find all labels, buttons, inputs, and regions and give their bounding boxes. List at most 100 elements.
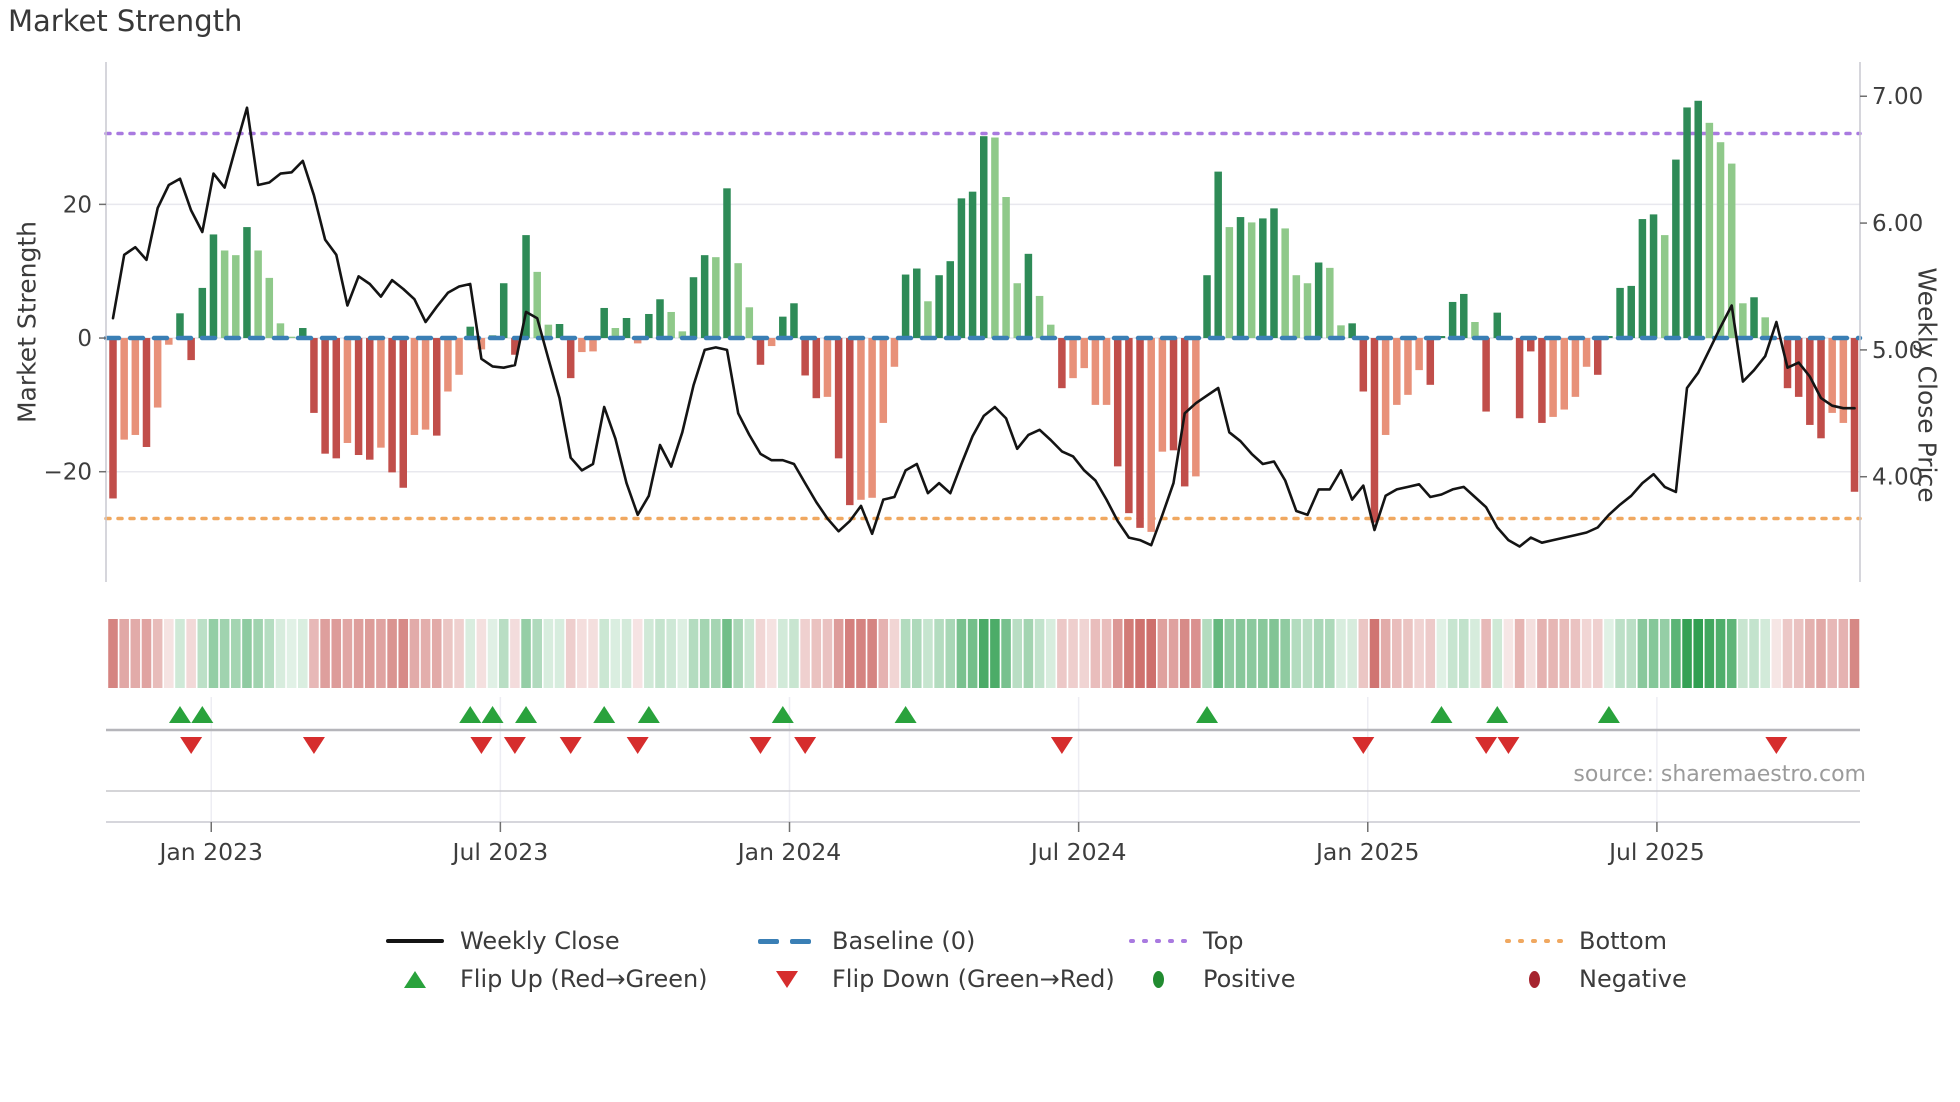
heatmap-cell <box>152 619 163 688</box>
heatmap-cell <box>588 619 598 688</box>
heatmap-cell <box>1313 619 1324 688</box>
strength-bar <box>1393 338 1401 405</box>
strength-bar <box>790 303 798 339</box>
strength-bar <box>1292 275 1301 339</box>
strength-bar <box>823 338 832 397</box>
strength-bar <box>935 275 943 339</box>
strength-bar <box>1716 142 1725 339</box>
heatmap-cell <box>699 619 710 688</box>
flip-up-marker <box>1196 706 1219 723</box>
left-tick-label: −20 <box>43 460 92 486</box>
legend-label: Weekly Close <box>460 927 620 955</box>
strength-bar <box>589 338 597 352</box>
flip-down-marker <box>749 737 772 754</box>
strength-bar <box>1058 338 1066 389</box>
strength-bar <box>265 277 274 339</box>
strength-bar <box>555 324 564 339</box>
heatmap-cell <box>1659 619 1670 688</box>
strength-bar <box>477 338 486 350</box>
heatmap-cell <box>778 619 788 688</box>
strength-bar <box>1850 338 1859 492</box>
heatmap-cell <box>320 619 330 688</box>
strength-bar <box>243 227 251 339</box>
heatmap-cell <box>1704 619 1715 688</box>
heatmap-cell <box>443 619 453 688</box>
heatmap-cell <box>990 619 1000 688</box>
weekly-close-line-icon <box>386 939 444 943</box>
chart-title: Market Strength <box>8 4 243 38</box>
strength-bar <box>622 317 631 339</box>
strength-bar <box>187 338 195 361</box>
heatmap-cell <box>1347 619 1357 688</box>
heatmap-cell <box>1280 619 1290 688</box>
heatmap-cell <box>543 619 554 688</box>
heatmap-cell <box>1771 619 1782 688</box>
legend-positive: Positive <box>1129 964 1296 994</box>
flip-down-marker <box>1475 737 1498 754</box>
heatmap-cell <box>722 619 732 688</box>
strength-bar <box>1448 301 1457 339</box>
heatmap-cell <box>297 619 308 688</box>
strength-bar <box>645 313 653 339</box>
strength-bar <box>1638 219 1647 339</box>
heatmap-cell <box>934 619 944 688</box>
heatmap-cell <box>1514 619 1525 688</box>
strength-bar <box>1102 338 1111 405</box>
right-tick-label: 7.00 <box>1872 84 1923 110</box>
heatmap-cell <box>733 619 743 688</box>
strength-bar <box>1527 338 1535 352</box>
flip-down-marker <box>1497 737 1520 754</box>
legend-label: Flip Down (Green→Red) <box>832 965 1115 993</box>
strength-bar <box>946 261 955 339</box>
heatmap-cell <box>845 619 855 688</box>
heatmap-cell <box>945 619 956 688</box>
strength-bar <box>901 274 910 339</box>
strength-bar <box>310 338 318 413</box>
strength-bar <box>142 338 151 447</box>
x-tick-label: Jul 2025 <box>1607 838 1705 866</box>
heatmap-cell <box>867 619 877 688</box>
strength-bar <box>1705 122 1714 339</box>
strength-bar <box>1750 297 1758 339</box>
heatmap-cell <box>1838 619 1849 688</box>
heatmap-cell <box>1570 619 1581 688</box>
heatmap-cell <box>1325 619 1335 688</box>
heatmap-cell <box>342 619 353 688</box>
strength-bar <box>1169 338 1178 451</box>
baseline-dashes-icon <box>758 938 816 944</box>
x-tick-label: Jan 2024 <box>736 838 842 866</box>
strength-bar <box>656 299 664 339</box>
strength-bar <box>1326 267 1334 339</box>
strength-bar <box>1136 338 1144 528</box>
heatmap-cell <box>409 619 420 688</box>
legend-label: Flip Up (Red→Green) <box>460 965 708 993</box>
legend-baseline: Baseline (0) <box>758 926 975 956</box>
strength-bar <box>444 338 452 392</box>
heatmap-cell <box>1436 619 1447 688</box>
heatmap-cell <box>275 619 286 688</box>
strength-bar <box>968 191 977 339</box>
heatmap-cell <box>1592 619 1603 688</box>
heatmap-cell <box>1179 619 1190 688</box>
heatmap-cell <box>521 619 531 688</box>
strength-bar <box>1236 217 1245 339</box>
strength-bar <box>354 338 363 456</box>
right-tick-label: 4.00 <box>1872 465 1923 491</box>
heatmap-cell <box>1291 619 1302 688</box>
heatmap-cell <box>666 619 676 688</box>
heatmap-cell <box>1626 619 1637 688</box>
strength-bar <box>991 137 999 339</box>
heatmap-cell <box>1749 619 1759 688</box>
source-note: source: sharemaestro.com <box>1573 762 1866 787</box>
flip-up-marker <box>515 706 538 723</box>
strength-bar <box>1281 228 1289 339</box>
heatmap-cell <box>1157 619 1168 688</box>
strength-bar <box>220 250 229 339</box>
legend-label: Baseline (0) <box>832 927 976 955</box>
heatmap-cell <box>677 619 688 688</box>
x-tick-label: Jul 2024 <box>1029 838 1127 866</box>
heatmap-cell <box>655 619 665 688</box>
heatmap-cell <box>387 619 397 688</box>
heatmap-cell <box>1380 619 1391 688</box>
